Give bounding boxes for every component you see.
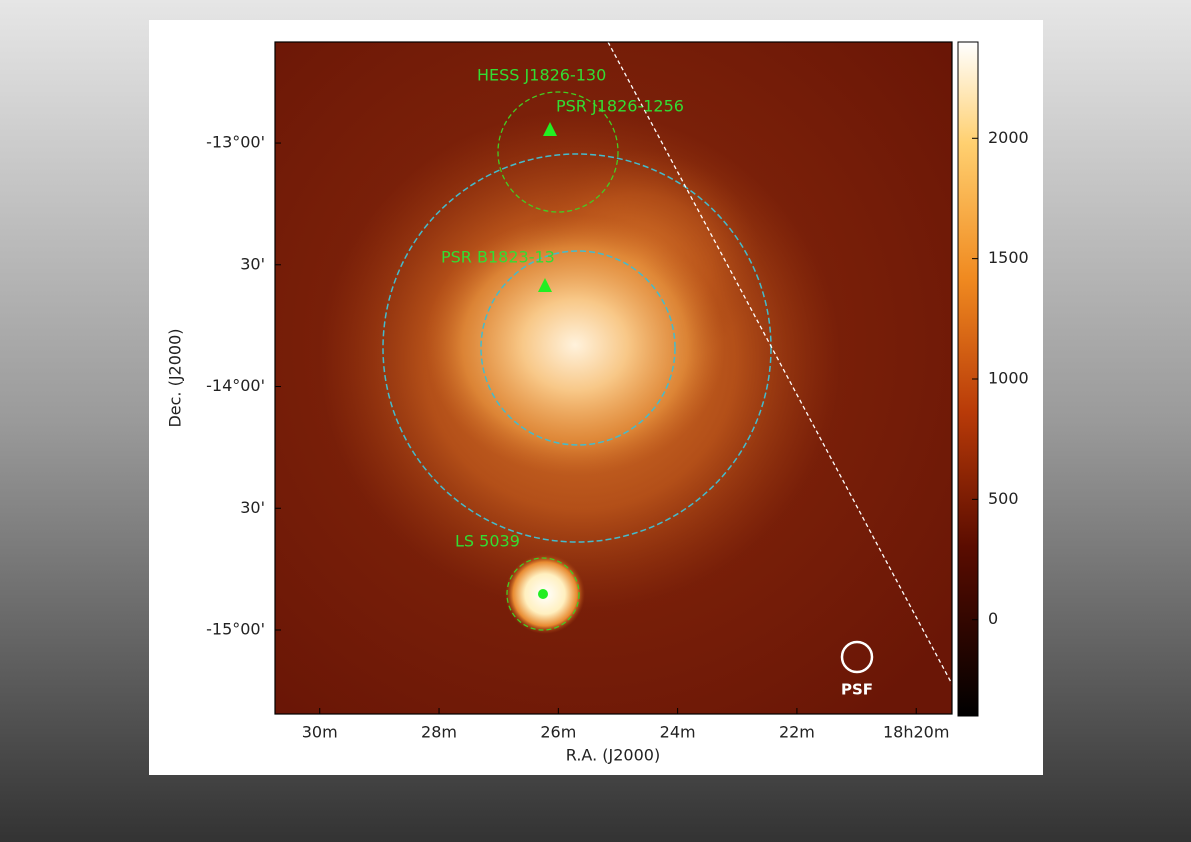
colorbar-tick-label: 500 (988, 489, 1019, 508)
psf-label: PSF (841, 681, 873, 699)
y-tick-label: -14°00' (206, 376, 265, 395)
x-axis-label: R.A. (J2000) (566, 746, 660, 765)
x-tick-label: 24m (660, 723, 696, 742)
colorbar-tick-label: 1500 (988, 248, 1029, 267)
x-tick-label: 26m (540, 723, 576, 742)
x-tick-label: 30m (302, 723, 338, 742)
x-tick-label: 22m (779, 723, 815, 742)
y-tick-label: 30' (240, 254, 265, 273)
annotation: HESS J1826-130 (477, 66, 606, 85)
annotation: PSR J1826-1256 (556, 97, 684, 116)
x-tick-label: 28m (421, 723, 457, 742)
annotation: LS 5039 (455, 532, 520, 551)
y-tick-label: -13°00' (206, 133, 265, 152)
plot-frame (274, 41, 953, 715)
colorbar-tick-label: 1000 (988, 369, 1029, 388)
sky-image (275, 42, 952, 714)
y-tick-label: 30' (240, 498, 265, 517)
x-tick-label: 18h20m (883, 723, 949, 742)
annotation: PSR B1823-13 (441, 248, 555, 267)
y-axis-label: Dec. (J2000) (166, 328, 185, 427)
y-tick-label: -15°00' (206, 620, 265, 639)
colorbar-tick-label: 0 (988, 609, 998, 628)
colorbar-tick-label: 2000 (988, 128, 1029, 147)
